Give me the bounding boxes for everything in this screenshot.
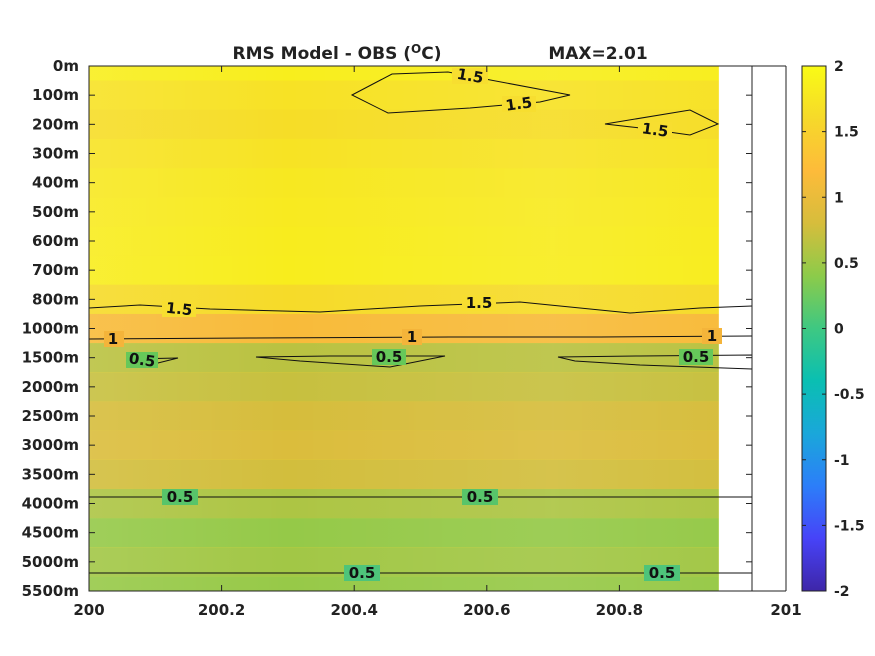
y-axis: 0m 100m 200m 300m 400m 500m 600m 700m 800m 1000m 1… xyxy=(22,57,752,600)
contour-1.5-patch-right xyxy=(604,109,720,136)
colorbar-tick-label: 1.5 xyxy=(834,125,859,141)
y-tick-label: 700m xyxy=(32,261,79,279)
x-tick-label: 200 xyxy=(73,601,104,619)
contour-label-0.5-a: 0.5 xyxy=(128,349,157,371)
contour-label-0.5-b: 0.5 xyxy=(376,348,403,366)
contour-0.5-patch-right xyxy=(557,354,752,370)
x-tick-label: 200.4 xyxy=(330,601,377,619)
contour-label-1.5-e: 1.5 xyxy=(466,294,493,312)
y-tick-label: 4000m xyxy=(22,495,79,513)
y-tick-label: 4500m xyxy=(22,524,79,542)
contour-lines xyxy=(89,71,752,574)
contour-1.5-patch-top xyxy=(350,71,571,114)
x-axis: 200 200.2 200.4 200.6 200.8 201 xyxy=(73,66,802,619)
y-tick-label: 600m xyxy=(32,232,79,250)
contour-label-1.5-b: 1.5 xyxy=(504,93,533,115)
y-tick-label: 3500m xyxy=(22,465,79,483)
colorbar-tick-label: 2 xyxy=(834,59,844,75)
colorbar-tick-label: 1 xyxy=(834,190,844,206)
y-tick-label: 400m xyxy=(32,174,79,192)
colorbar-tick-label: -0.5 xyxy=(834,387,865,403)
contour-label-1-b: 1 xyxy=(407,328,417,346)
x-tick-label: 200.6 xyxy=(463,601,510,619)
colorbar-ticks: 2 1.5 1 0.5 0 -0.5 -1 -1.5 -2 xyxy=(802,59,865,600)
x-tick-label: 201 xyxy=(770,601,801,619)
x-tick-label: 200.8 xyxy=(596,601,643,619)
x-tick-label: 200.2 xyxy=(198,601,245,619)
y-tick-label: 0m xyxy=(53,57,79,75)
contour-label-0.5-g: 0.5 xyxy=(649,564,676,582)
contour-label-0.5-d: 0.5 xyxy=(167,488,194,506)
y-tick-label: 1500m xyxy=(22,349,79,367)
y-tick-label: 1000m xyxy=(22,320,79,338)
colorbar-tick-label: -1 xyxy=(834,453,850,469)
contour-label-1.5-d: 1.5 xyxy=(165,299,193,320)
contour-label-1-a: 1 xyxy=(108,330,118,348)
contour-1-line xyxy=(89,335,752,340)
colorbar-tick-label: -1.5 xyxy=(834,518,865,534)
y-tick-label: 800m xyxy=(32,290,79,308)
y-tick-label: 200m xyxy=(32,115,79,133)
contour-label-0.5-c: 0.5 xyxy=(683,348,710,366)
contour-0.5-patch-mid xyxy=(255,355,446,368)
shading-overlay xyxy=(89,66,752,591)
y-tick-label: 300m xyxy=(32,145,79,163)
colorbar-tick-label: 0 xyxy=(834,322,844,338)
colorbar: 2 1.5 1 0.5 0 -0.5 -1 -1.5 -2 xyxy=(801,59,865,600)
y-tick-label: 2000m xyxy=(22,378,79,396)
y-tick-label: 100m xyxy=(32,86,79,104)
colorbar-tick-label: -2 xyxy=(834,584,850,600)
contour-label-1.5-c: 1.5 xyxy=(641,119,670,141)
colorbar-tick-label: 0.5 xyxy=(834,256,859,272)
max-annotation: MAX=2.01 xyxy=(548,44,647,64)
y-tick-label: 2500m xyxy=(22,407,79,425)
contour-label-0.5-f: 0.5 xyxy=(349,564,376,582)
y-tick-label: 500m xyxy=(32,203,79,221)
contour-label-1.5-a: 1.5 xyxy=(456,65,485,87)
y-tick-label: 5500m xyxy=(22,582,79,600)
chart-title: RMS Model - OBS (OC) xyxy=(233,42,442,64)
plot-area: 1.5 1.5 1.5 1.5 1.5 1 1 1 0.5 0.5 0.5 0.… xyxy=(88,65,787,592)
contour-label-1-c: 1 xyxy=(707,327,717,345)
y-tick-label: 5000m xyxy=(22,553,79,571)
contour-labels: 1.5 1.5 1.5 1.5 1.5 1 1 1 0.5 0.5 0.5 0.… xyxy=(104,65,722,582)
contour-label-0.5-e: 0.5 xyxy=(467,488,494,506)
y-tick-label: 3000m xyxy=(22,436,79,454)
